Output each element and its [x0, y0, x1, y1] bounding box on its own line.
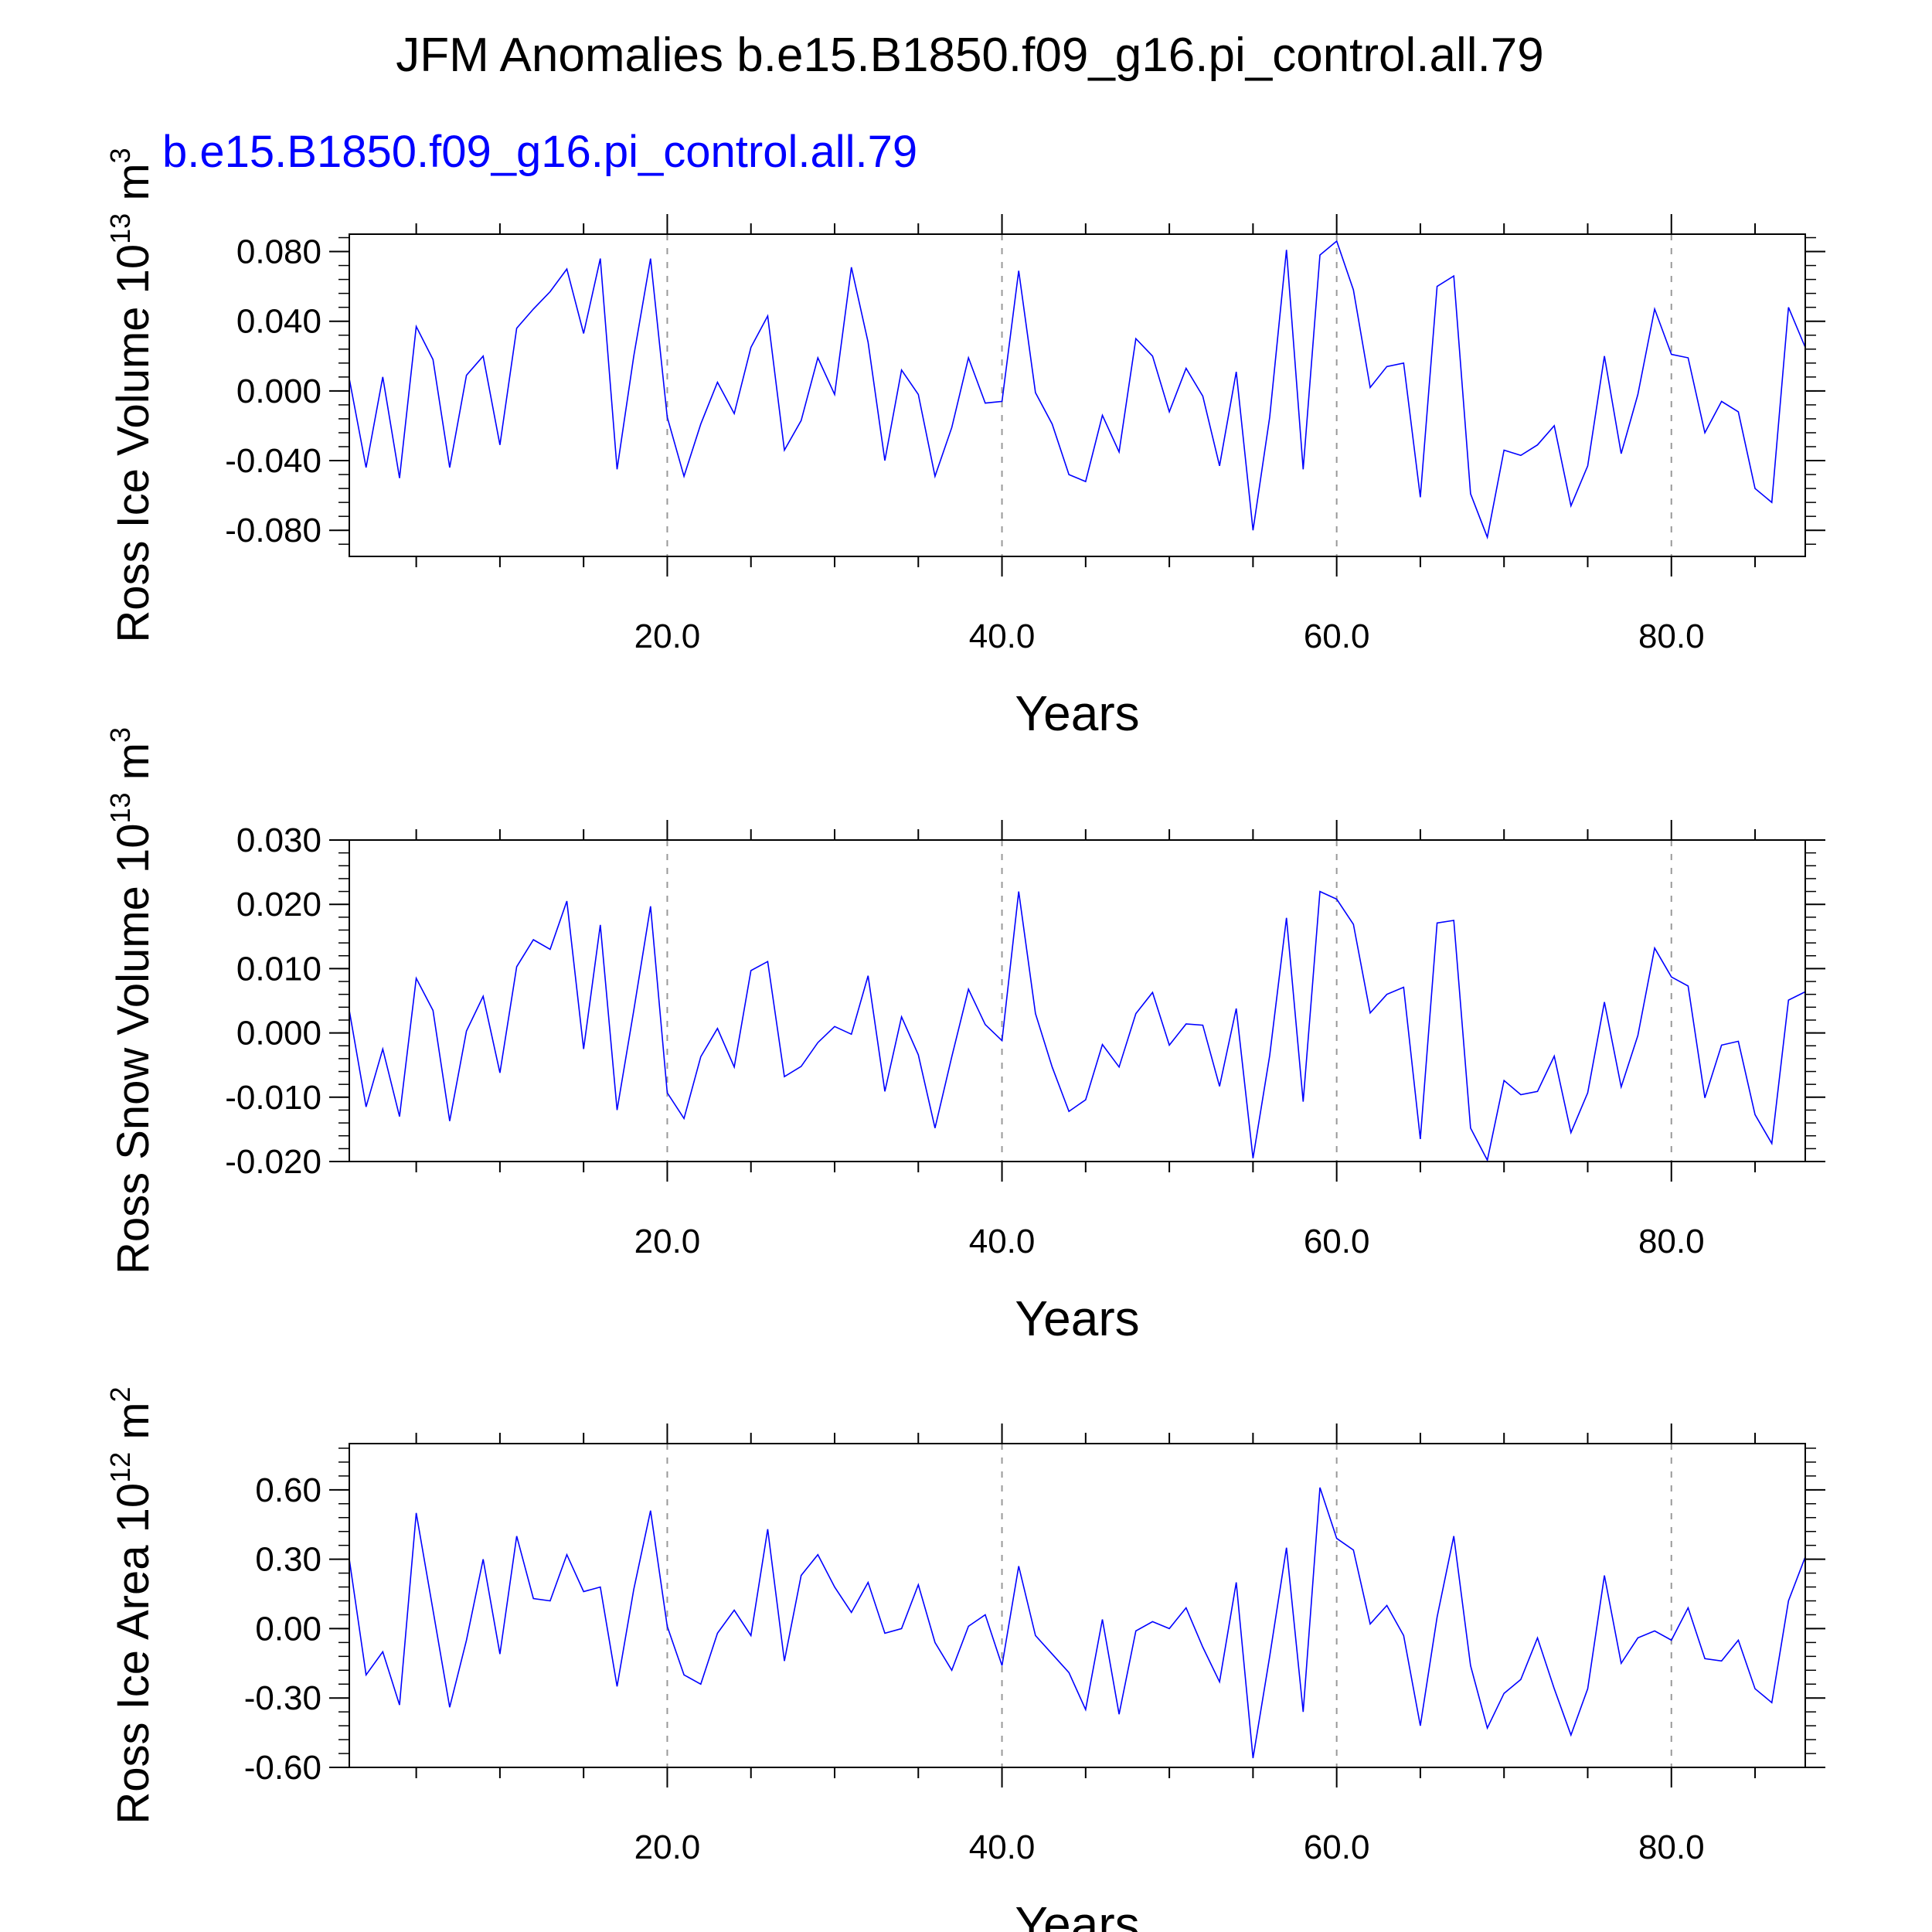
x-tick-label: 80.0 — [1638, 617, 1705, 655]
x-tick-label: 60.0 — [1304, 617, 1370, 655]
y-tick-label: 0.030 — [236, 821, 321, 859]
x-tick-label: 80.0 — [1638, 1223, 1705, 1260]
x-tick-label: 20.0 — [634, 617, 701, 655]
y-axis-title: Ross Ice Volume 1013 m3 — [104, 148, 158, 642]
series-line — [349, 240, 1806, 540]
y-tick-label: -0.30 — [244, 1679, 321, 1717]
x-axis-title: Years — [1015, 685, 1139, 741]
x-tick-label: 20.0 — [634, 1828, 701, 1866]
plot-frame — [349, 233, 1806, 557]
x-tick-label: 20.0 — [634, 1223, 701, 1260]
panel-1: 20.0 40.0 60.0 80.0 -0.080 -0.040 0.000 0.040 0.… — [104, 148, 1825, 741]
plot-frame — [349, 1443, 1806, 1768]
panel-2: 20.0 40.0 60.0 80.0 -0.020 -0.010 0.000 0.010 0.… — [104, 727, 1825, 1346]
y-tick-label: -0.020 — [225, 1143, 321, 1181]
y-tick-label: 0.60 — [255, 1471, 321, 1509]
x-tick-label: 40.0 — [969, 1828, 1036, 1866]
y-tick-label: 0.000 — [236, 372, 321, 410]
x-axis-title: Years — [1015, 1896, 1139, 1932]
series-line — [349, 1487, 1806, 1759]
y-tick-label: 0.020 — [236, 886, 321, 923]
y-tick-label: 0.010 — [236, 950, 321, 988]
x-tick-label: 60.0 — [1304, 1828, 1370, 1866]
x-tick-label: 80.0 — [1638, 1828, 1705, 1866]
y-tick-label: 0.000 — [236, 1015, 321, 1053]
y-tick-label: 0.30 — [255, 1541, 321, 1579]
x-tick-label: 40.0 — [969, 1223, 1036, 1260]
y-tick-label: -0.60 — [244, 1749, 321, 1787]
x-axis-title: Years — [1015, 1291, 1139, 1346]
y-tick-label: 0.00 — [255, 1610, 321, 1648]
y-axis-title: Ross Ice Area 1012 m2 — [104, 1386, 158, 1824]
y-tick-label: 0.040 — [236, 303, 321, 341]
panels: 20.0 40.0 60.0 80.0 -0.080 -0.040 0.000 0.040 0.… — [104, 148, 1825, 1932]
plot-frame — [349, 839, 1806, 1162]
x-tick-label: 40.0 — [969, 617, 1036, 655]
y-tick-label: -0.010 — [225, 1079, 321, 1117]
series-line — [349, 890, 1806, 1162]
chart-subtitle: b.e15.B1850.f09_g16.pi_control.all.79 — [162, 127, 917, 177]
y-axis-title: Ross Snow Volume 1013 m3 — [104, 727, 158, 1274]
y-tick-label: 0.080 — [236, 233, 321, 271]
x-tick-label: 60.0 — [1304, 1223, 1370, 1260]
y-tick-label: -0.080 — [225, 512, 321, 549]
chart-title: JFM Anomalies b.e15.B1850.f09_g16.pi_con… — [396, 29, 1544, 82]
panel-3: 20.0 40.0 60.0 80.0 -0.60 -0.30 0.00 0.30 0.60 Ye… — [104, 1386, 1825, 1932]
y-tick-label: -0.040 — [225, 442, 321, 480]
